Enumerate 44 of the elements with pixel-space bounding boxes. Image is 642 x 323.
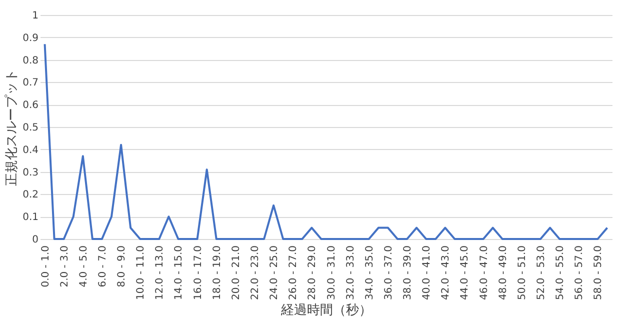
x-tick-label: 42.0 - 43.0 bbox=[440, 246, 452, 300]
y-tick-label: 0.2 bbox=[22, 190, 38, 201]
y-tick-label: 0.4 bbox=[22, 144, 38, 156]
x-tick-label: 40.0 - 41.0 bbox=[422, 246, 433, 300]
y-tick-label: 0.5 bbox=[22, 122, 38, 134]
x-tick-label: 18.0 - 19.0 bbox=[212, 246, 223, 300]
x-tick-label: 12.0 - 13.0 bbox=[154, 246, 166, 300]
x-tick-label: 22.0 - 23.0 bbox=[250, 246, 261, 300]
x-tick-label: 52.0 - 53.0 bbox=[536, 246, 547, 300]
y-tick-label: 0.7 bbox=[22, 78, 38, 89]
x-tick-label: 14.0 - 15.0 bbox=[174, 246, 185, 300]
x-tick-label: 8.0 - 9.0 bbox=[116, 246, 128, 288]
x-tick-label: 36.0 - 37.0 bbox=[383, 246, 394, 300]
y-tick-label: 1 bbox=[32, 10, 38, 22]
y-tick-label: 0 bbox=[32, 234, 38, 246]
x-tick-label: 16.0 - 17.0 bbox=[192, 246, 204, 300]
y-tick-label: 0.9 bbox=[22, 32, 38, 44]
y-tick-label: 0.8 bbox=[22, 55, 38, 66]
x-tick-label: 26.0 - 27.0 bbox=[288, 246, 300, 300]
x-tick-label: 2.0 - 3.0 bbox=[59, 246, 70, 288]
x-tick-label: 54.0 - 55.0 bbox=[555, 246, 566, 300]
y-tick-label: 0.1 bbox=[22, 212, 38, 224]
x-tick-label: 4.0 - 5.0 bbox=[78, 246, 90, 288]
x-tick-label: 28.0 - 29.0 bbox=[307, 246, 318, 300]
x-tick-label: 50.0 - 51.0 bbox=[516, 246, 528, 300]
x-tick-label: 46.0 - 47.0 bbox=[478, 246, 490, 300]
x-tick-label: 34.0 - 35.0 bbox=[364, 246, 376, 300]
x-tick-label: 48.0 - 49.0 bbox=[498, 246, 509, 300]
x-tick-label: 24.0 - 25.0 bbox=[269, 246, 280, 300]
x-tick-label: 30.0 - 31.0 bbox=[326, 246, 338, 300]
x-tick-label: 44.0 - 45.0 bbox=[460, 246, 471, 300]
line-series bbox=[44, 43, 608, 240]
x-tick-label: 58.0 - 59.0 bbox=[593, 246, 604, 300]
x-tick-label: 38.0 - 39.0 bbox=[402, 246, 414, 300]
x-tick-label: 10.0 - 11.0 bbox=[136, 246, 147, 300]
x-axis-title: 経過時間（秒） bbox=[280, 302, 372, 318]
y-tick-label: 0.3 bbox=[22, 167, 38, 178]
y-axis-title: 正規化スループット bbox=[4, 69, 20, 186]
x-tick-label: 56.0 - 57.0 bbox=[574, 246, 586, 300]
x-tick-label: 6.0 - 7.0 bbox=[97, 246, 108, 288]
x-tick-label: 20.0 - 21.0 bbox=[230, 246, 242, 300]
x-tick-label: 32.0 - 33.0 bbox=[345, 246, 356, 300]
x-tick-label: 0.0 - 1.0 bbox=[40, 246, 52, 288]
y-tick-label: 0.6 bbox=[22, 100, 38, 112]
